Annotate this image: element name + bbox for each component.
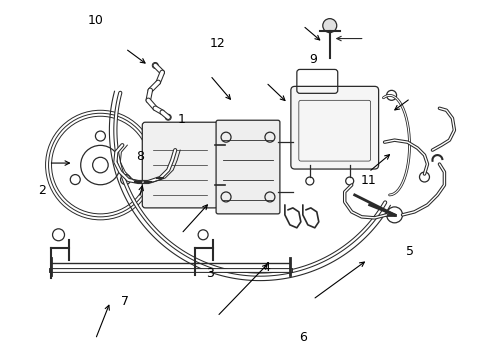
Text: 6: 6 [299,331,306,344]
Text: 1: 1 [177,113,184,126]
Text: 5: 5 [406,245,413,258]
Text: 3: 3 [206,267,214,280]
Circle shape [322,19,336,32]
Text: 2: 2 [38,184,46,197]
Circle shape [165,114,171,120]
Text: 11: 11 [360,174,376,186]
Text: 8: 8 [135,150,143,163]
FancyBboxPatch shape [290,86,378,169]
Text: 9: 9 [308,53,316,66]
Text: 4: 4 [262,261,270,274]
Text: 7: 7 [121,296,129,309]
Text: 12: 12 [209,37,225,50]
Circle shape [152,62,158,68]
Text: 10: 10 [88,14,103,27]
FancyBboxPatch shape [142,122,218,208]
FancyBboxPatch shape [216,120,279,214]
